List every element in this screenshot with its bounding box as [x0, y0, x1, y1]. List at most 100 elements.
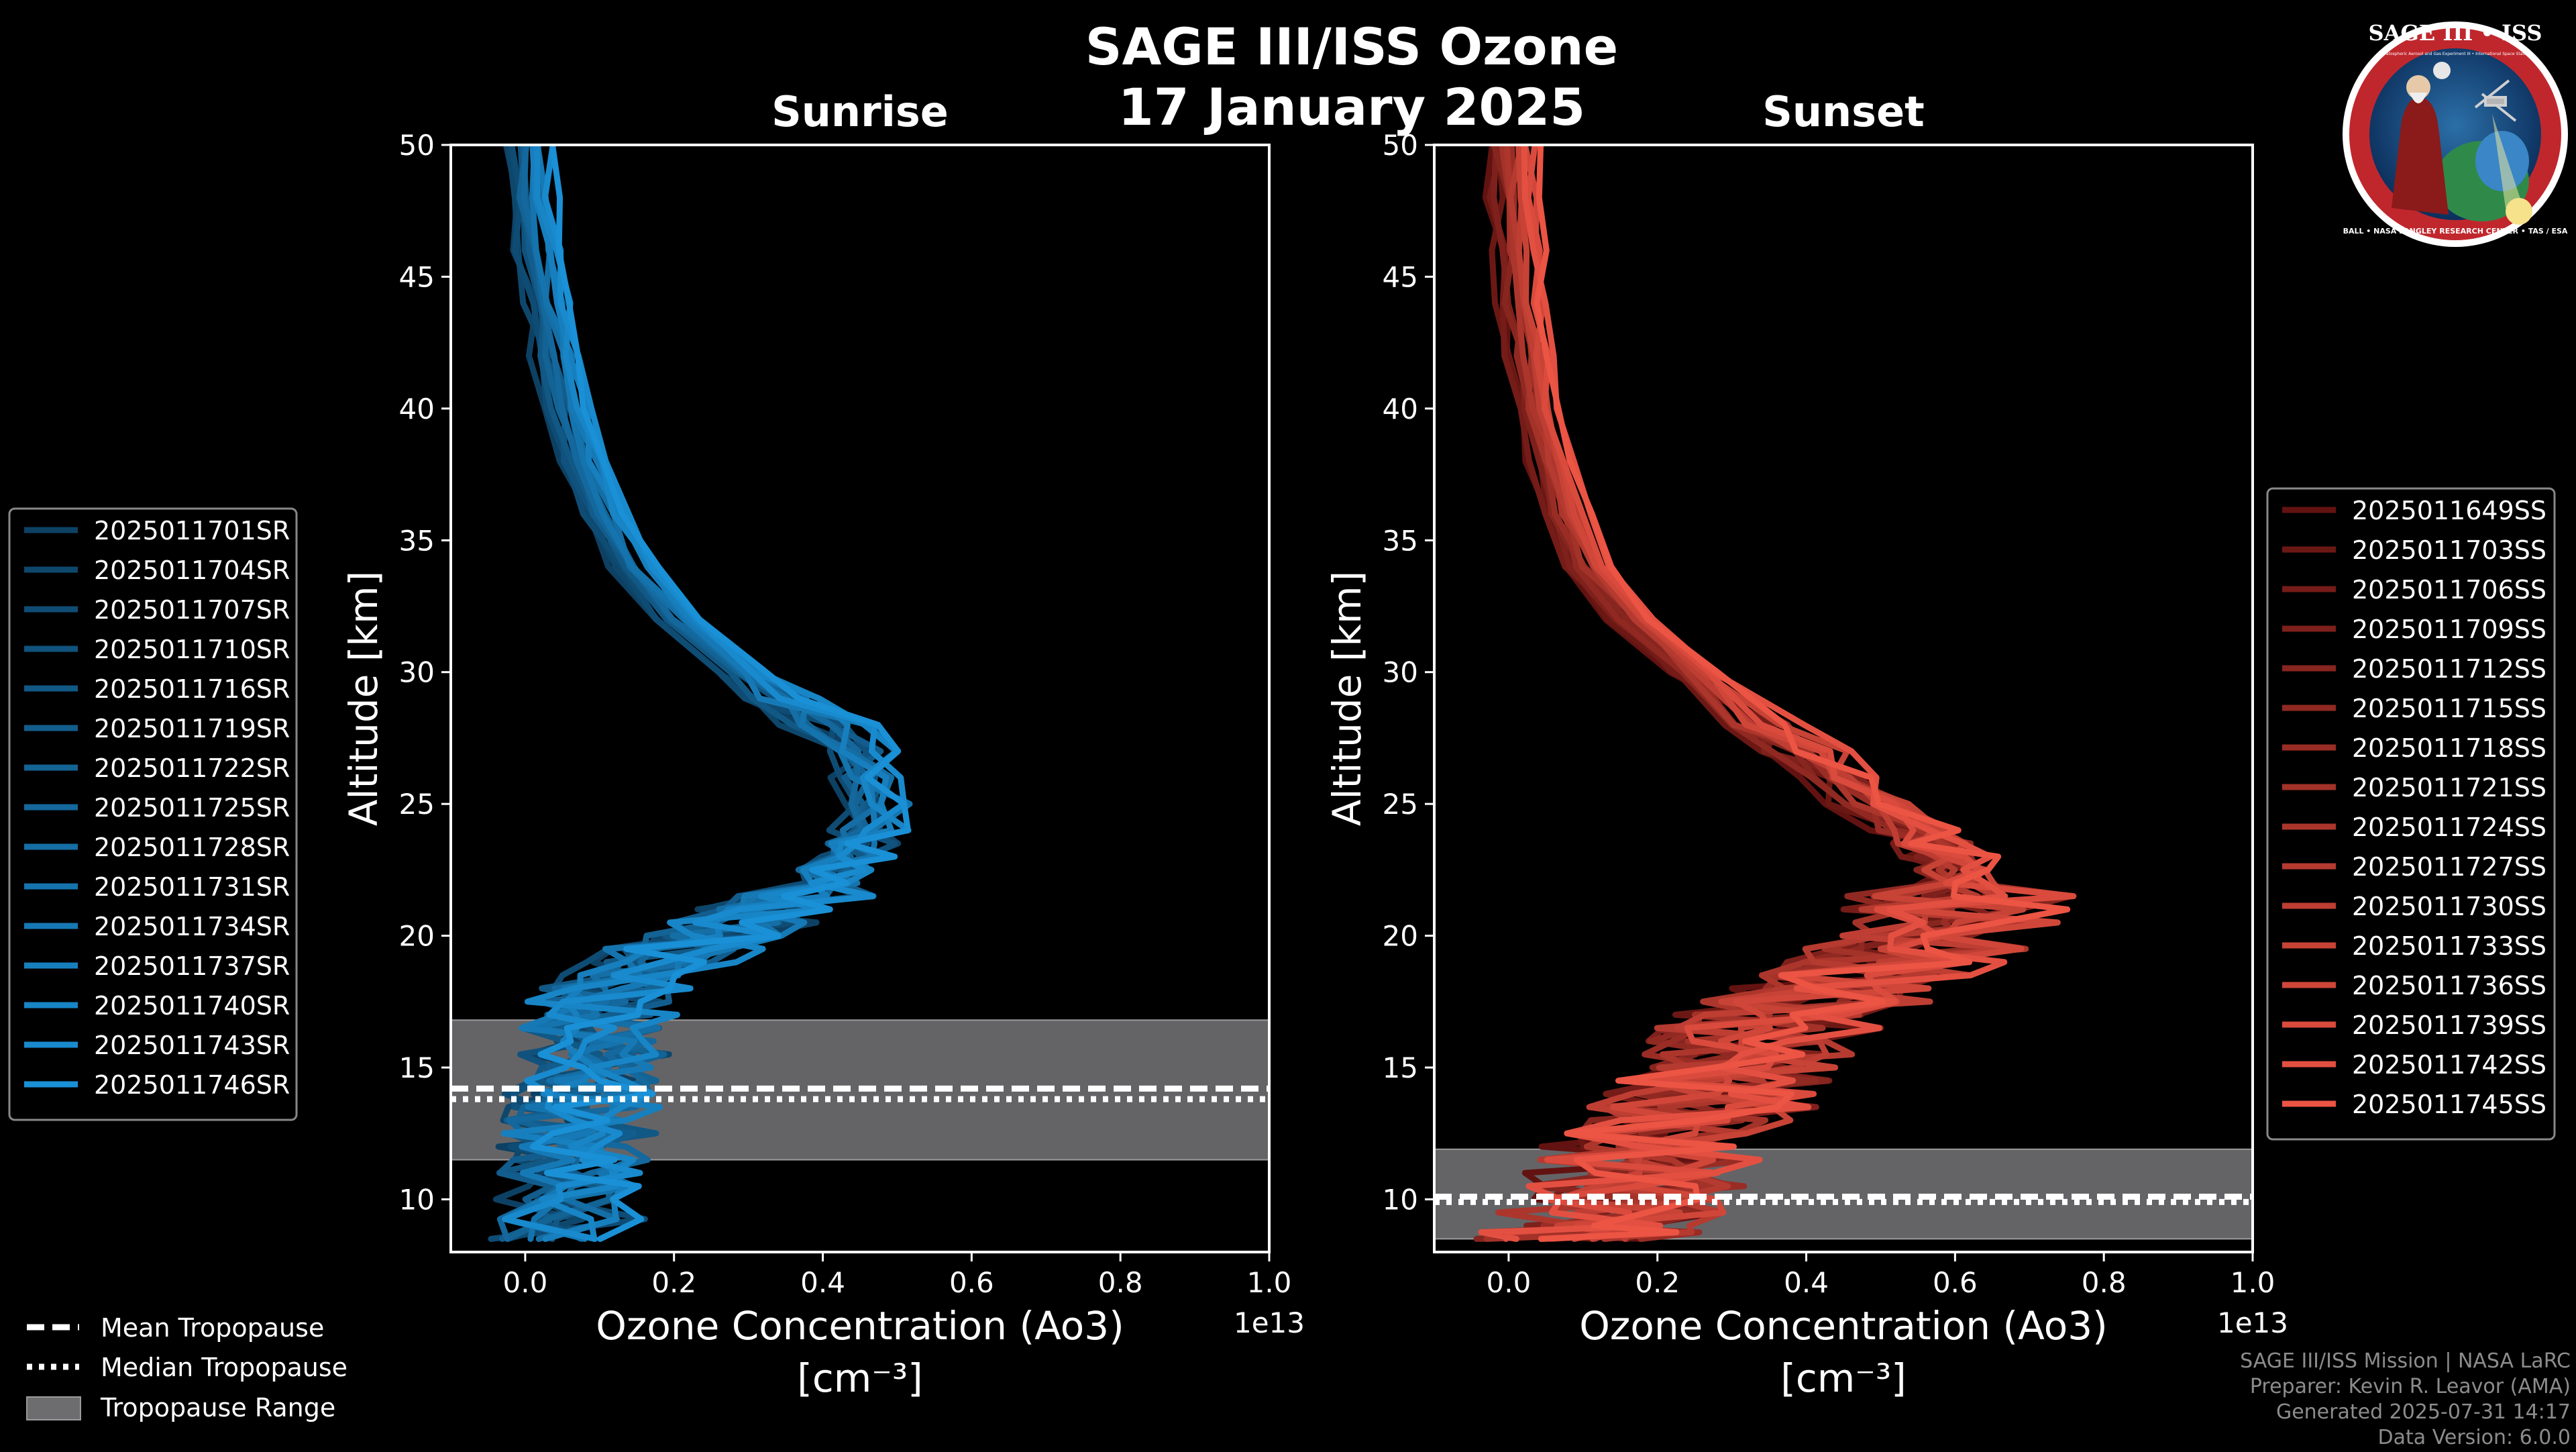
- series-line-2025011745SS: [1534, 145, 2071, 1242]
- legend-label-2025011710SR: 2025011710SR: [94, 635, 290, 664]
- credits-mission: SAGE III/ISS Mission | NASA LaRC: [2240, 1349, 2571, 1373]
- sunset-legend: 2025011649SS 2025011703SS 2025011706SS 2025…: [2266, 487, 2556, 1141]
- panel-title: Sunset: [1762, 87, 1925, 136]
- legend-label-2025011716SR: 2025011716SR: [94, 674, 290, 704]
- legend-label-2025011739SS: 2025011739SS: [2352, 1010, 2546, 1040]
- y-tick-label: 35: [399, 524, 435, 557]
- legend-label-2025011706SS: 2025011706SS: [2352, 575, 2546, 605]
- legend-label-2025011709SS: 2025011709SS: [2352, 615, 2546, 644]
- y-axis-label: Altitude [km]: [1324, 571, 1370, 826]
- x-tick-label: 0.8: [1098, 1266, 1143, 1299]
- legend-label-2025011703SS: 2025011703SS: [2352, 535, 2546, 565]
- y-tick-label: 30: [1383, 656, 1418, 689]
- median-tropopause-legend-label: Median Tropopause: [101, 1353, 347, 1382]
- logo-title: SAGE III • ISS: [2369, 20, 2542, 46]
- y-tick-label: 25: [1383, 788, 1418, 821]
- figure-title-line2: 17 January 2025: [1118, 77, 1585, 137]
- x-tick-label: 0.4: [800, 1266, 845, 1299]
- legend-label-2025011731SR: 2025011731SR: [94, 872, 290, 902]
- legend-label-2025011722SR: 2025011722SR: [94, 754, 290, 783]
- logo-ring-text: BALL • NASA LANGLEY RESEARCH CENTER • TA…: [2343, 227, 2568, 236]
- legend-label-2025011707SR: 2025011707SR: [94, 595, 290, 625]
- legend-label-2025011715SS: 2025011715SS: [2352, 694, 2546, 723]
- x-scale-label: 1e13: [2217, 1306, 2288, 1339]
- legend-label-2025011745SS: 2025011745SS: [2352, 1090, 2546, 1119]
- y-tick-label: 45: [399, 260, 435, 293]
- legend-label-2025011734SR: 2025011734SR: [94, 912, 290, 941]
- mean-tropopause-legend-label: Mean Tropopause: [101, 1313, 324, 1343]
- y-axis-label: Altitude [km]: [341, 571, 386, 826]
- x-tick-label: 0.2: [651, 1266, 696, 1299]
- x-tick-label: 0.0: [1487, 1266, 1532, 1299]
- tropopause-legend: Mean Tropopause Median Tropopause Tropop…: [26, 1313, 347, 1422]
- legend-label-2025011737SR: 2025011737SR: [94, 951, 290, 981]
- credits-generated: Generated 2025-07-31 14:17: [2276, 1400, 2571, 1424]
- legend-label-2025011649SS: 2025011649SS: [2352, 496, 2546, 525]
- legend-label-2025011718SS: 2025011718SS: [2352, 733, 2546, 763]
- moon-icon: [2433, 62, 2451, 79]
- x-scale-label: 1e13: [1234, 1306, 1305, 1339]
- x-tick-label: 1.0: [2231, 1266, 2275, 1299]
- y-tick-label: 50: [399, 129, 435, 162]
- legend-label-2025011712SS: 2025011712SS: [2352, 654, 2546, 684]
- logo-subtitle: Stratospheric Aerosol and Gas Experiment…: [2380, 52, 2530, 56]
- legend-label-2025011742SS: 2025011742SS: [2352, 1050, 2546, 1080]
- sunrise-legend: 2025011701SR 2025011704SR 2025011707SR 2025…: [8, 507, 298, 1121]
- plot-frame: [1433, 144, 2254, 1253]
- x-tick-label: 0.8: [2082, 1266, 2127, 1299]
- sunrise-panel: 0.0 0.2 0.4 0.6 0.8 1.0 10 15 20 25 30 35 40 45 50 Sunr…: [341, 87, 1305, 1401]
- x-axis-units: [cm⁻³]: [1780, 1355, 1907, 1401]
- x-tick-label: 0.6: [949, 1266, 994, 1299]
- x-tick-label: 0.0: [503, 1266, 548, 1299]
- tropopause-range-legend-label: Tropopause Range: [100, 1393, 335, 1422]
- legend-label-2025011727SS: 2025011727SS: [2352, 852, 2546, 882]
- tropopause-range-legend-swatch: [26, 1396, 81, 1420]
- x-tick-label: 0.4: [1784, 1266, 1829, 1299]
- y-tick-label: 45: [1383, 260, 1418, 293]
- series-lines: [1473, 145, 2077, 1242]
- plot-frame: [449, 144, 1271, 1253]
- y-tick-label: 15: [399, 1051, 435, 1084]
- series-lines: [488, 145, 913, 1242]
- legend-label-2025011724SS: 2025011724SS: [2352, 813, 2546, 842]
- plot-area: [1434, 145, 2253, 1252]
- sage-iii-iss-logo: SAGE III • ISS Stratospheric Aerosol and…: [2343, 20, 2568, 247]
- y-tick-label: 10: [1383, 1183, 1418, 1216]
- beard-icon: [2410, 93, 2427, 103]
- y-tick-label: 25: [399, 788, 435, 821]
- x-tick-label: 1.0: [1247, 1266, 1292, 1299]
- y-tick-label: 35: [1383, 524, 1418, 557]
- x-axis-label: Ozone Concentration (Ao3): [596, 1303, 1124, 1349]
- scientist-figure-icon: [2392, 97, 2449, 215]
- y-tick-label: 30: [399, 656, 435, 689]
- space-station-icon: [2474, 79, 2517, 122]
- legend-label-2025011746SR: 2025011746SR: [94, 1070, 290, 1100]
- panel-title: Sunrise: [771, 87, 949, 136]
- legend-label-2025011725SR: 2025011725SR: [94, 793, 290, 823]
- x-axis-units: [cm⁻³]: [797, 1355, 923, 1401]
- y-tick-label: 20: [399, 920, 435, 953]
- x-tick-label: 0.2: [1635, 1266, 1680, 1299]
- figure-title-line1: SAGE III/ISS Ozone: [1085, 17, 1618, 76]
- legend-label-2025011719SR: 2025011719SR: [94, 714, 290, 743]
- x-axis-label: Ozone Concentration (Ao3): [1579, 1303, 2108, 1349]
- legend-label-2025011733SS: 2025011733SS: [2352, 931, 2546, 961]
- legend-frame: [2266, 487, 2556, 1141]
- legend-label-2025011743SR: 2025011743SR: [94, 1031, 290, 1060]
- light-beam-icon: [2492, 114, 2522, 208]
- sun-icon: [2506, 198, 2532, 225]
- y-tick-label: 20: [1383, 920, 1418, 953]
- y-tick-label: 40: [399, 393, 435, 425]
- credits-preparer: Preparer: Kevin R. Leavor (AMA): [2250, 1375, 2571, 1398]
- legend-label-2025011704SR: 2025011704SR: [94, 556, 290, 585]
- legend-frame: [8, 507, 298, 1121]
- y-tick-label: 50: [1383, 129, 1418, 162]
- credits: SAGE III/ISS Mission | NASA LaRC Prepare…: [2240, 1349, 2571, 1449]
- legend-label-2025011740SR: 2025011740SR: [94, 991, 290, 1021]
- legend-label-2025011701SR: 2025011701SR: [94, 516, 290, 546]
- credits-data-version: Data Version: 6.0.0: [2378, 1426, 2571, 1449]
- sunset-panel: 0.0 0.2 0.4 0.6 0.8 1.0 10 15 20 25 30 35 40 45 50 Suns…: [1324, 87, 2288, 1401]
- legend-label-2025011728SR: 2025011728SR: [94, 833, 290, 862]
